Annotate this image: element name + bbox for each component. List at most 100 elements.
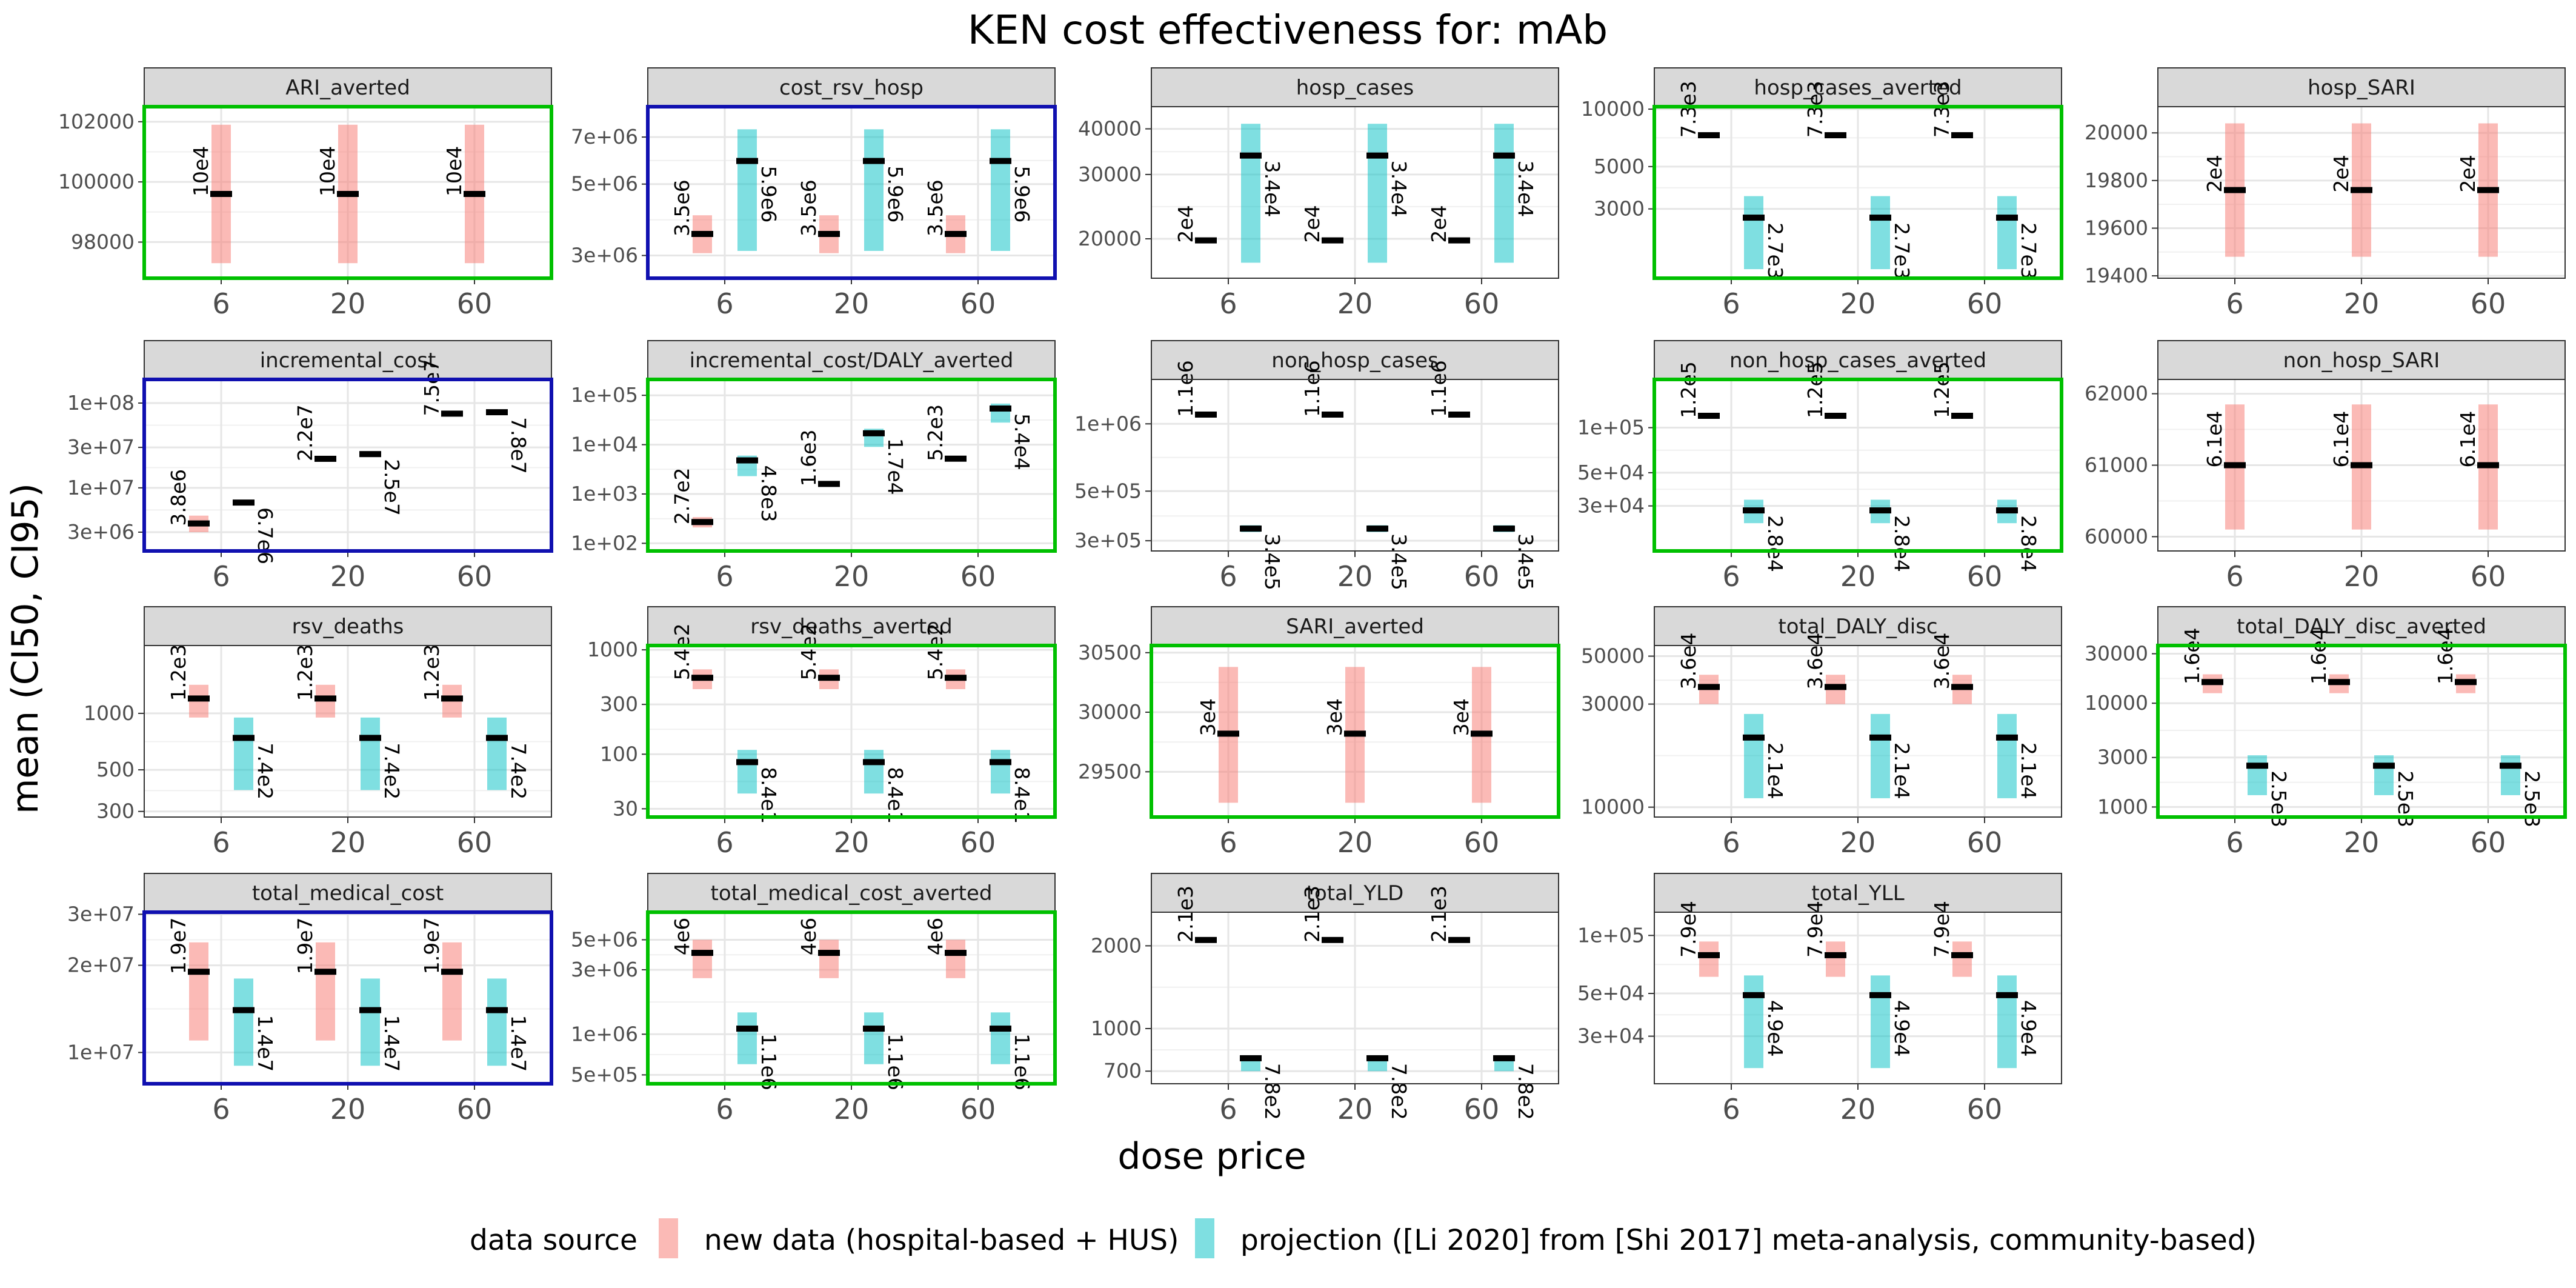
- x-tick-label: 60: [1967, 287, 2003, 320]
- panel-total-daly-disc: total_DALY_disc 10000 30000 50000 6 20 60 3.6e4…: [1581, 606, 2062, 859]
- y-tick-label: 5e+06: [571, 927, 638, 951]
- x-tick-label: 6: [1722, 560, 1740, 593]
- y-tick-label: 3e+04: [1577, 1024, 1645, 1048]
- panel-non-hosp-cases: non_hosp_cases 3e+05 5e+05 1e+06 6 20 60 1.1e6 1…: [1074, 340, 1559, 593]
- mean-marker: [1698, 684, 1720, 690]
- ci-bar: [487, 978, 507, 1066]
- data-label: 2.5e3: [2394, 770, 2417, 827]
- data-label: 2.1e4: [1890, 742, 1914, 799]
- mean-marker: [945, 455, 967, 462]
- facet-strip: [144, 873, 552, 913]
- y-tick-label: 1e+06: [571, 1022, 638, 1046]
- y-tick-label: 62000: [2085, 382, 2148, 405]
- y-tick-label: 1e+05: [571, 383, 638, 407]
- facet-strip: [1151, 873, 1559, 913]
- y-tick-label: 7e+06: [571, 125, 638, 148]
- data-label: 2.1e3: [1174, 886, 1197, 943]
- ci-bar: [1997, 975, 2017, 1069]
- mean-marker: [1493, 526, 1515, 532]
- y-tick-label: 5e+05: [571, 1063, 638, 1086]
- data-label: 2.5e7: [380, 459, 404, 516]
- mean-marker: [1493, 1055, 1515, 1061]
- x-tick-label: 60: [457, 287, 493, 320]
- data-label: 2.1e4: [1763, 742, 1787, 799]
- ci-bar: [189, 942, 208, 1041]
- data-label: 2e4: [2456, 155, 2480, 192]
- data-label: 2.7e3: [1890, 222, 1914, 279]
- panel-hosp-cases: hosp_cases 20000 30000 40000 6 20 60 2e4 2e4 2e4 3…: [1078, 67, 1559, 320]
- panel-border: [1654, 912, 2062, 1084]
- data-label: 7.8e2: [1387, 1063, 1411, 1120]
- data-label: 8.4e1: [1010, 767, 1034, 824]
- panel-total-yld: total_YLD 700 1000 2000 6 20 60 2.1e3 2.1e3 2.1e3…: [1091, 873, 1559, 1126]
- panel-hosp-sari: hosp_SARI 19400 19600 19800 20000 6 20 60 2e4 2e4…: [2085, 67, 2566, 320]
- panel-border: [1151, 379, 1559, 552]
- data-label: 7.3e3: [1677, 81, 1700, 138]
- mean-marker: [691, 230, 713, 237]
- y-tick-label: 50000: [1581, 644, 1645, 668]
- data-label: 3.6e4: [1803, 633, 1827, 690]
- x-tick-label: 60: [1464, 560, 1500, 593]
- facet-strip: [2157, 67, 2566, 107]
- x-tick-label: 20: [330, 1093, 366, 1126]
- y-tick-label: 98000: [71, 230, 135, 253]
- data-label: 1.2e5: [1930, 361, 1954, 418]
- x-tick-label: 6: [212, 560, 230, 593]
- data-label: 2.1e4: [2017, 742, 2040, 799]
- data-label: 5.9e6: [884, 166, 907, 223]
- ci-bar: [1871, 975, 1890, 1069]
- mean-marker: [691, 950, 713, 956]
- x-tick-label: 6: [1722, 1093, 1740, 1126]
- mean-marker: [1698, 413, 1720, 419]
- data-label: 8.4e1: [884, 767, 907, 824]
- x-tick-label: 20: [1840, 560, 1876, 593]
- mean-marker: [1322, 237, 1343, 244]
- ci-bar: [737, 1012, 757, 1064]
- panel-border: [646, 105, 1057, 280]
- panel-border: [2157, 379, 2566, 552]
- data-label: 1.2e3: [293, 644, 317, 701]
- mean-marker: [210, 190, 232, 197]
- mean-marker: [233, 499, 255, 506]
- facet-strip-label: incremental_cost/DALY_averted: [690, 349, 1014, 373]
- mean-marker: [2202, 679, 2223, 686]
- mean-marker: [1743, 734, 1765, 741]
- data-label: 2e4: [2329, 155, 2353, 192]
- x-tick-label: 6: [1722, 287, 1740, 320]
- panel-border: [1151, 106, 1559, 279]
- data-label: 1.6e3: [797, 430, 820, 487]
- y-tick-label: 30000: [1078, 700, 1142, 724]
- ci-bar: [864, 129, 884, 251]
- ci-bar: [819, 939, 839, 978]
- mean-marker: [818, 481, 840, 487]
- data-label: 7.4e2: [253, 742, 277, 799]
- ci-bar: [946, 939, 965, 978]
- data-label: 4.9e4: [1763, 1000, 1787, 1057]
- mean-marker: [736, 158, 758, 164]
- y-tick-label: 5e+04: [1577, 981, 1645, 1005]
- mean-marker: [2455, 679, 2477, 686]
- mean-marker: [1743, 215, 1765, 221]
- ci-bar: [1826, 941, 1845, 977]
- ci-bar: [1368, 124, 1387, 263]
- y-tick-label: 3e+07: [67, 435, 135, 459]
- data-label: 2.2e7: [293, 404, 317, 461]
- x-tick-label: 20: [330, 560, 366, 593]
- ci-bar: [1952, 941, 1972, 977]
- data-label: 1.7e4: [884, 438, 907, 495]
- x-tick-label: 6: [212, 1093, 230, 1126]
- x-tick-label: 6: [1219, 560, 1237, 593]
- panel-border: [1652, 105, 2063, 280]
- facet-strip-label: non_hosp_cases: [1271, 349, 1438, 373]
- ci-bar: [361, 717, 380, 790]
- y-tick-label: 1e+06: [1074, 412, 1142, 435]
- data-label: 2.7e3: [1763, 222, 1787, 279]
- mean-marker: [188, 695, 210, 702]
- mean-marker: [1322, 936, 1343, 943]
- mean-marker: [736, 457, 758, 464]
- y-tick-label: 5000: [1594, 155, 1645, 178]
- x-tick-label: 20: [1840, 287, 1876, 320]
- mean-marker: [1825, 132, 1846, 139]
- panel-rsv-deaths-averted: rsv_deaths_averted 30 100 300 1000 6 20 60 5.4e2…: [587, 606, 1057, 859]
- mean-marker: [1344, 730, 1366, 737]
